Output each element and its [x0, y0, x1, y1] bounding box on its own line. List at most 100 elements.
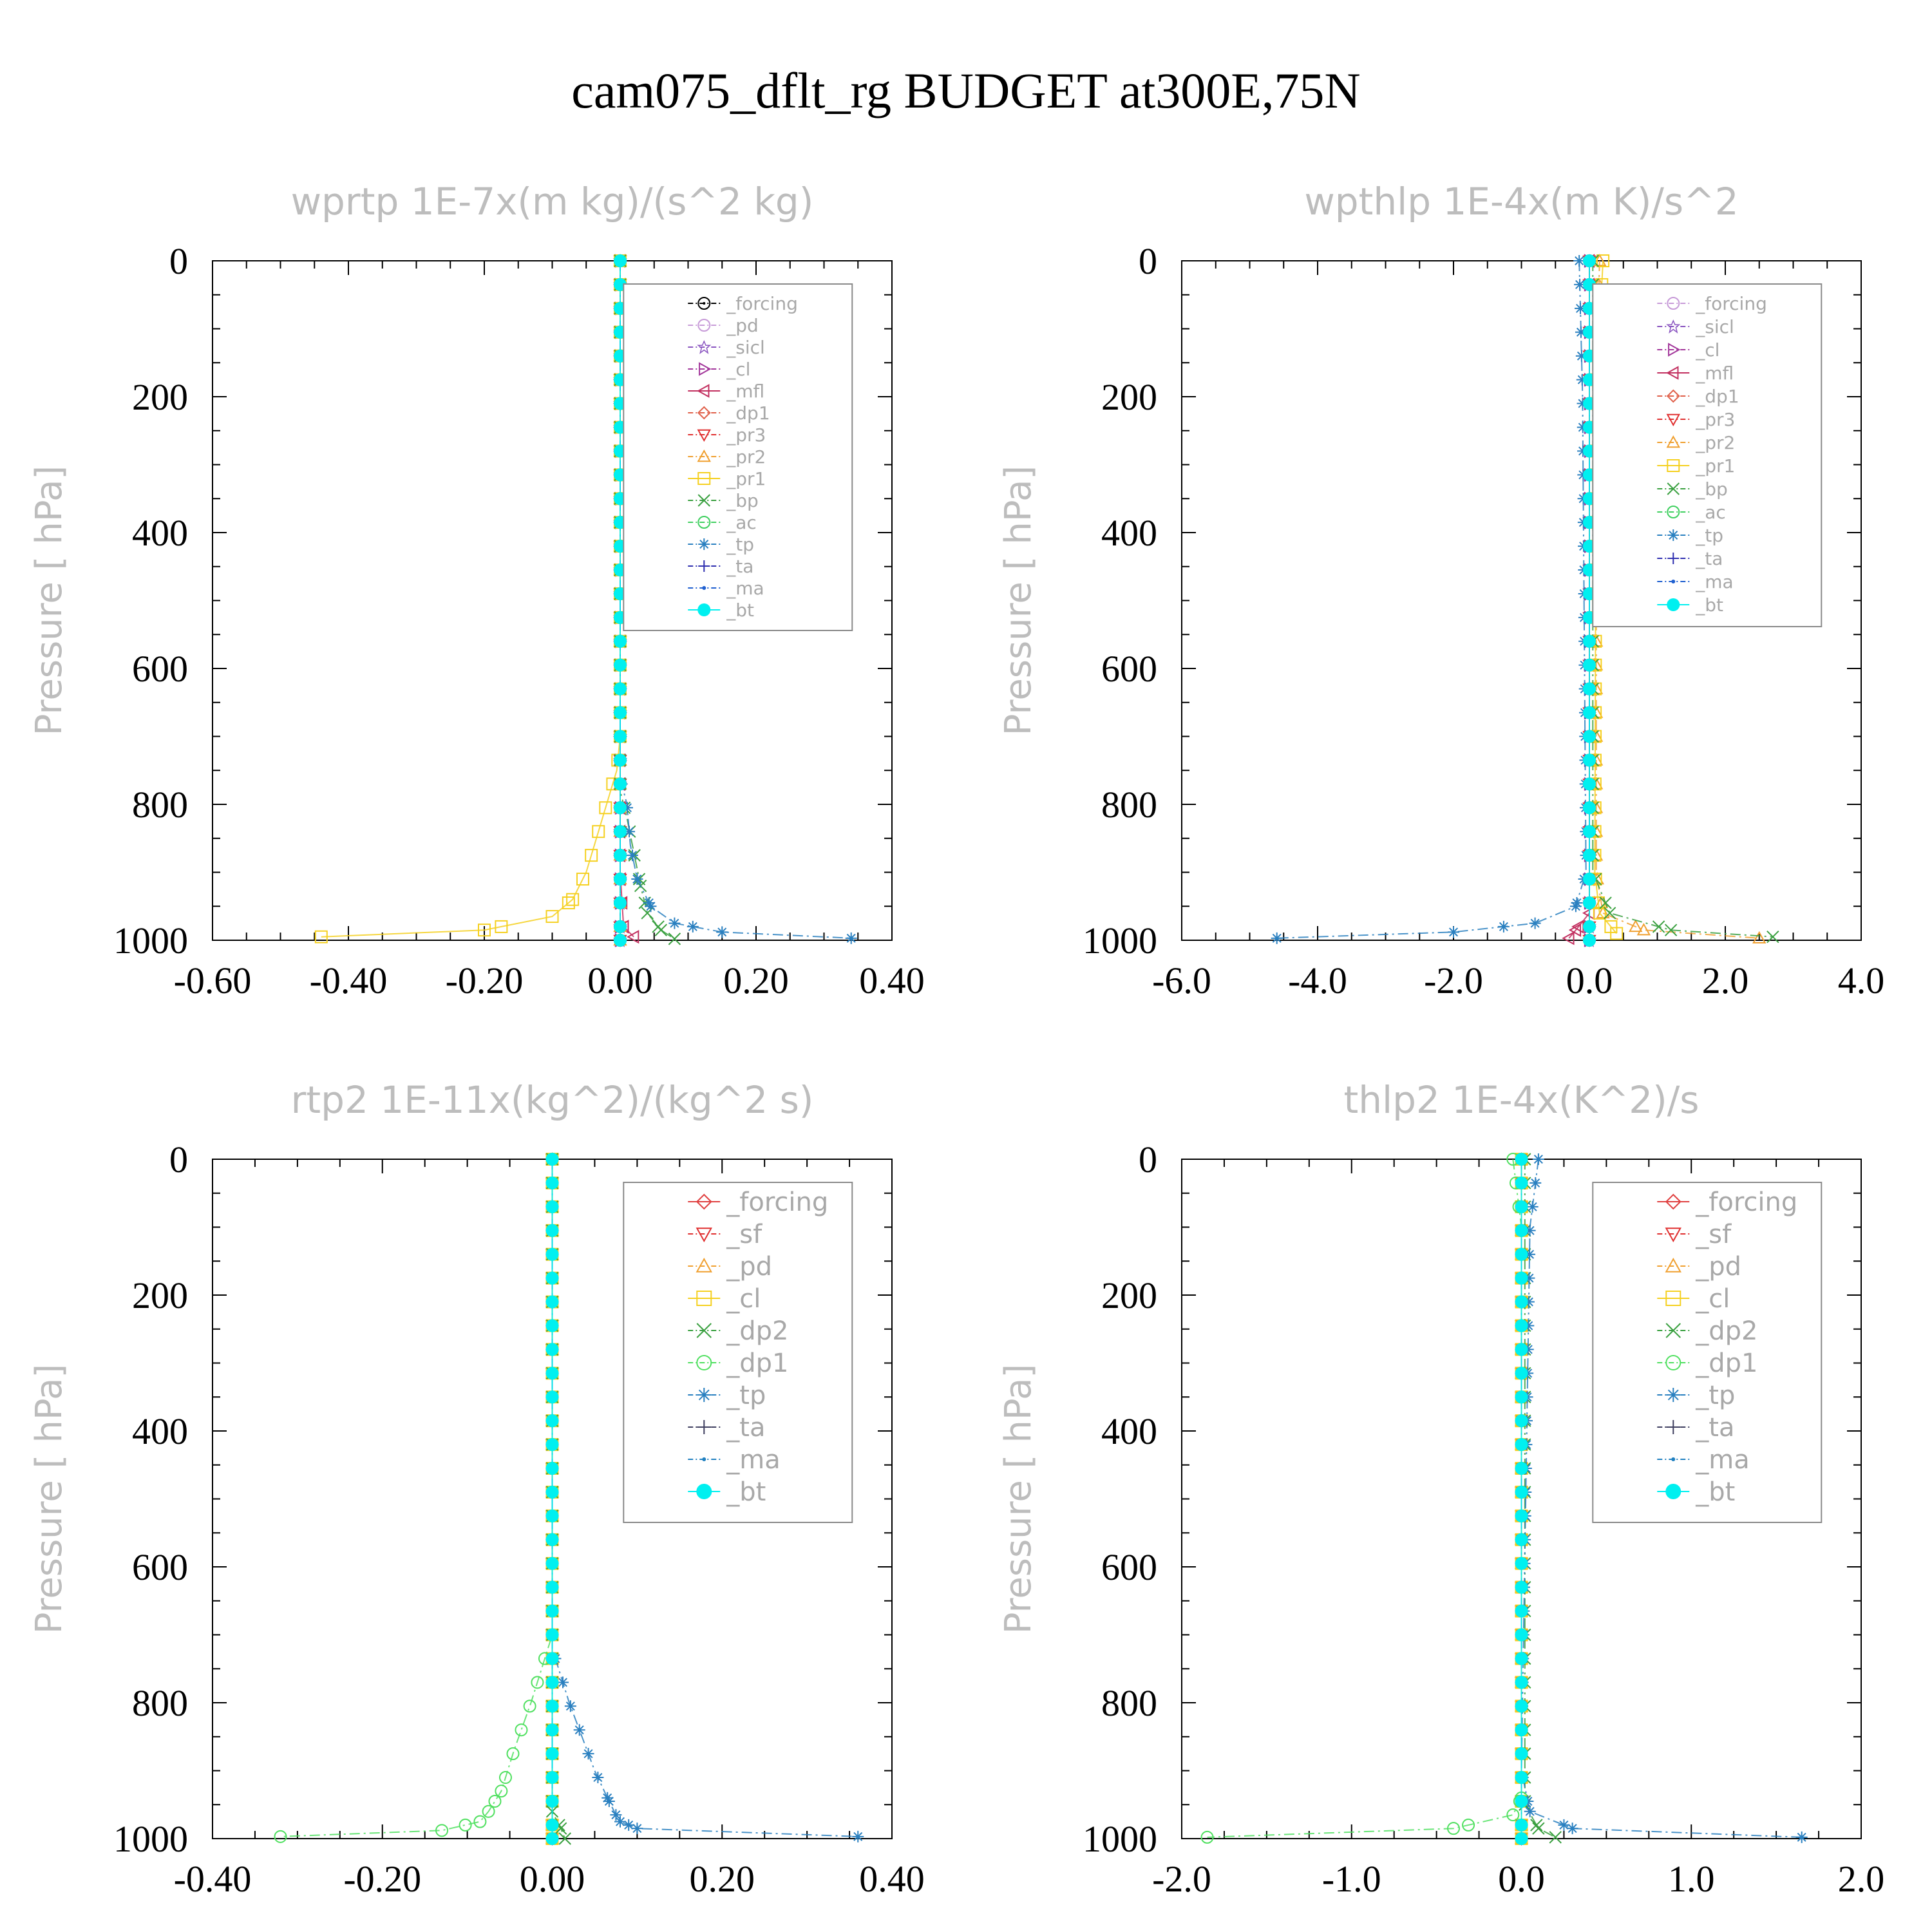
- data-point: [1583, 873, 1596, 886]
- data-point: [1200, 1830, 1214, 1844]
- legend-box: [1592, 283, 1823, 627]
- legend-entry: _forcing: [1657, 1188, 1797, 1217]
- data-point: [1667, 598, 1680, 611]
- data-point: [654, 923, 668, 936]
- data-point: [1599, 896, 1612, 909]
- y-tick-label: 400: [132, 512, 188, 554]
- data-point: [697, 494, 710, 507]
- data-point: [614, 873, 627, 886]
- data-point: [614, 254, 627, 267]
- data-point: [545, 1652, 559, 1665]
- legend-label: _mfl: [726, 381, 764, 402]
- x-tick-label: 0.00: [587, 960, 653, 1001]
- legend-label: _ta: [1695, 1413, 1734, 1443]
- data-point: [1515, 1700, 1528, 1713]
- legend-entry: _sicl: [1657, 316, 1734, 337]
- data-point: [1515, 1224, 1528, 1237]
- data-point: [1549, 1831, 1562, 1844]
- legend-label: _pd: [1695, 1252, 1741, 1282]
- data-point: [545, 1176, 559, 1189]
- legend-label: _pr3: [726, 424, 766, 446]
- legend-entry: _bp: [1657, 478, 1728, 500]
- data-point: [1515, 1247, 1528, 1261]
- series-line: [551, 1159, 566, 1839]
- data-point: [1515, 1676, 1528, 1689]
- data-point: [1583, 934, 1596, 947]
- legend-entry: _bt: [1657, 594, 1723, 616]
- data-point: [1271, 932, 1283, 944]
- panel-title: rtp2 1E-11x(kg^2)/(kg^2 s): [291, 1078, 814, 1122]
- data-point: [1515, 1509, 1528, 1522]
- panel-title: wprtp 1E-7x(m kg)/(s^2 kg): [291, 180, 814, 223]
- legend-label: _tp: [726, 1381, 766, 1410]
- data-point: [478, 923, 491, 937]
- data-point: [1583, 920, 1596, 933]
- data-point: [314, 930, 328, 943]
- y-axis-label: Pressure [ hPa]: [28, 466, 70, 735]
- y-tick-label: 400: [1101, 1410, 1157, 1452]
- data-point: [1515, 1367, 1528, 1380]
- legend-entry: _pr3: [688, 424, 766, 446]
- data-point: [696, 1227, 712, 1243]
- y-tick-label: 1000: [113, 920, 188, 961]
- data-point: [716, 926, 728, 938]
- data-point: [852, 1830, 864, 1842]
- data-point: [545, 1247, 559, 1261]
- y-tick-label: 600: [132, 1546, 188, 1588]
- legend-label: _ac: [1695, 502, 1726, 523]
- data-point: [668, 933, 681, 945]
- data-point: [545, 1367, 559, 1380]
- data-point: [1766, 931, 1779, 943]
- legend-entry: _pr2: [688, 446, 766, 468]
- data-point: [531, 1676, 544, 1689]
- data-point: [697, 406, 711, 420]
- data-point: [1522, 1320, 1535, 1332]
- data-point: [1573, 255, 1586, 267]
- y-tick-label: 600: [132, 648, 188, 690]
- legend-entry: _tp: [688, 1381, 766, 1410]
- x-tick-label: -0.40: [310, 960, 388, 1001]
- data-point: [696, 1355, 712, 1370]
- legend-label: _tp: [1695, 525, 1723, 546]
- data-point: [545, 1200, 559, 1213]
- page-title: cam075_dflt_rg BUDGET at300E,75N: [571, 62, 1361, 118]
- data-point: [702, 586, 706, 590]
- data-point: [1577, 421, 1589, 433]
- data-point: [1576, 374, 1588, 386]
- data-point: [545, 1747, 559, 1761]
- series-line: [280, 1159, 553, 1837]
- data-point: [697, 1420, 712, 1434]
- legend-entry: _forcing: [1657, 293, 1767, 314]
- y-axis-label: Pressure [ hPa]: [28, 1364, 70, 1634]
- data-point: [1795, 1831, 1808, 1843]
- data-point: [545, 1414, 559, 1428]
- data-point: [1558, 1819, 1570, 1831]
- legend-label: _bt: [726, 600, 754, 621]
- data-point: [1515, 1319, 1528, 1332]
- chart-panel-4: thlp2 1E-4x(K^2)/s Pressure [ hPa] 0 200 400…: [998, 1078, 1884, 1900]
- data-point: [631, 1823, 643, 1835]
- data-point: [697, 472, 711, 485]
- data-point: [1532, 1153, 1544, 1165]
- data-point: [545, 1723, 559, 1737]
- legend: _forcing _sf _pd_cl_dp2 _dp1 _tp _ta_ma_bt: [1592, 1182, 1823, 1523]
- data-point: [1667, 553, 1680, 564]
- data-point: [696, 1323, 712, 1338]
- data-point: [1569, 900, 1582, 913]
- data-point: [614, 849, 627, 862]
- data-point: [621, 802, 633, 814]
- legend-entry: _pr1: [1657, 455, 1735, 477]
- legend-entry: _tp: [1657, 1381, 1735, 1410]
- legend-entry: _pd: [688, 1252, 772, 1282]
- legend-label: _dp1: [726, 402, 770, 424]
- legend-label: _dp2: [726, 1316, 788, 1346]
- data-point: [1583, 254, 1596, 267]
- legend-entry: _ta: [1657, 1413, 1734, 1443]
- data-point: [696, 1193, 712, 1210]
- legend-entry: _ma: [1657, 1445, 1750, 1475]
- y-tick-label: 200: [1101, 376, 1157, 418]
- data-point: [1515, 1652, 1528, 1665]
- data-point: [1666, 1420, 1681, 1434]
- data-point: [1668, 343, 1681, 357]
- data-point: [614, 682, 627, 696]
